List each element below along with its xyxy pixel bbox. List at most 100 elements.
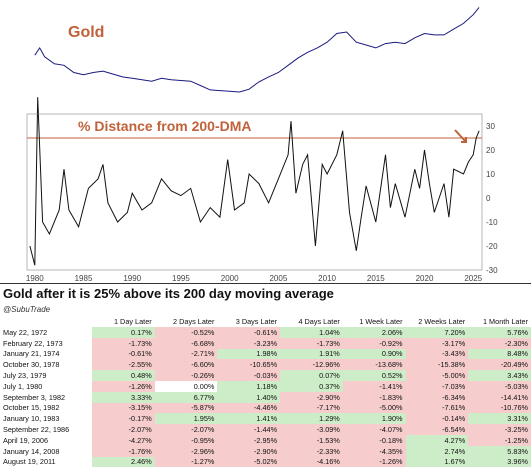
return-cell: -4.27% [92, 434, 155, 446]
return-cell: -1.83% [342, 391, 406, 403]
return-cell: -0.03% [217, 370, 281, 381]
x-tick-label: 2000 [221, 274, 239, 282]
return-cell: -1.41% [342, 380, 406, 392]
top-panel: Gold [34, 7, 480, 93]
column-header: 4 Days Later [298, 317, 340, 326]
table-row: February 22, 1973 -1.73% -6.68% -3.23% -1.73… [0, 337, 531, 349]
return-cell: 3.43% [468, 370, 531, 381]
table-row: January 14, 2008 -1.76% -2.96% -2.90% -2.33%… [0, 445, 531, 457]
return-cell: -6.34% [405, 391, 469, 403]
x-tick-label: 1990 [123, 274, 141, 282]
bottom-panel: % Distance from 200-DMA -30 -20 -10 0 10 20 30… [26, 97, 498, 282]
x-tick-label: 2025 [464, 274, 482, 282]
return-cell: -3.15% [92, 402, 155, 414]
return-cell: -15.38% [405, 359, 469, 371]
return-cell: 1.95% [154, 413, 218, 425]
return-cell: -1.26% [92, 380, 155, 392]
y-tick-label: 10 [486, 170, 495, 179]
row-date: July 23, 1979 [3, 371, 47, 381]
return-cell: -4.35% [342, 445, 406, 457]
row-date: August 19, 2011 [3, 457, 56, 467]
return-cell: -2.33% [280, 445, 343, 457]
return-cell: -12.96% [280, 359, 343, 371]
y-tick-label: 30 [486, 122, 495, 131]
return-cell: 3.33% [92, 391, 155, 403]
return-cell: -5.87% [154, 402, 218, 414]
return-cell: -3.17% [405, 337, 469, 349]
gold-chart: Gold % Distance from 200-DMA -30 -20 -10 0 1… [26, 7, 498, 282]
return-cell: 1.18% [217, 380, 281, 392]
return-cell: -7.17% [280, 402, 343, 414]
return-cell: 0.90% [342, 348, 406, 360]
row-date: April 19, 2006 [3, 435, 49, 445]
return-cell: -3.23% [217, 337, 281, 349]
y-tick-label: -10 [486, 218, 498, 227]
gold-title: Gold [68, 24, 104, 41]
return-cell: -3.09% [280, 424, 343, 435]
return-cell: -0.61% [92, 348, 155, 360]
column-header: 2 Weeks Later [418, 317, 466, 326]
row-date: January 14, 2008 [3, 446, 60, 456]
return-cell: -10.76% [468, 402, 531, 414]
y-axis: -30 -20 -10 0 10 20 30 [486, 122, 498, 275]
return-cell: -4.16% [280, 456, 343, 468]
return-cell: -3.43% [405, 348, 469, 360]
return-cell: 1.29% [280, 413, 343, 425]
plot-frame [26, 113, 483, 271]
return-cell: -2.90% [217, 445, 281, 457]
x-tick-label: 1980 [26, 274, 44, 282]
column-header [0, 316, 92, 327]
return-cell: 1.04% [280, 327, 343, 338]
x-tick-label: 2020 [416, 274, 434, 282]
return-cell: -4.46% [217, 402, 281, 414]
return-cell: 0.37% [280, 380, 343, 392]
return-cell: 0.17% [92, 327, 155, 338]
table-title: Gold after it is 25% above its 200 day m… [3, 286, 334, 301]
return-cell: -14.41% [468, 391, 531, 403]
return-cell: -1.53% [280, 434, 343, 446]
return-cell: 2.46% [92, 456, 155, 468]
table-row: January 21, 1974 -0.61% -2.71% 1.98% 1.91% 0.… [0, 348, 531, 360]
return-cell: 5.76% [468, 327, 531, 338]
x-tick-label: 1995 [172, 274, 190, 282]
return-cell: -1.73% [280, 337, 343, 349]
return-cell: -1.73% [92, 337, 155, 349]
return-cell: -2.71% [154, 348, 218, 360]
return-cell: -1.76% [92, 445, 155, 457]
return-cell: -0.92% [342, 337, 406, 349]
return-cell: -3.25% [468, 424, 531, 435]
returns-table: 1 Day Later 2 Days Later 3 Days Later 4 Day… [0, 316, 531, 468]
return-cell: 2.06% [342, 327, 406, 338]
return-cell: -2.95% [217, 434, 281, 446]
row-date: September 22, 1986 [3, 425, 70, 435]
returns-table-panel: Gold after it is 25% above its 200 day m… [0, 283, 531, 471]
return-cell: -2.07% [154, 424, 218, 435]
return-cell: -0.18% [342, 434, 406, 446]
column-header: 1 Day Later [113, 317, 152, 326]
column-header: 1 Month Later [482, 317, 528, 326]
y-tick-label: -20 [486, 242, 498, 251]
dma-title: % Distance from 200-DMA [78, 118, 252, 134]
return-cell: 1.98% [217, 348, 281, 360]
return-cell: 1.40% [217, 391, 281, 403]
row-date: February 22, 1973 [3, 338, 63, 348]
return-cell: 1.91% [280, 348, 343, 360]
return-cell: 3.96% [468, 456, 531, 468]
return-cell: -5.00% [342, 402, 406, 414]
return-cell: -20.49% [468, 359, 531, 371]
return-cell: -6.54% [405, 424, 469, 435]
row-date: May 22, 1972 [3, 327, 48, 337]
y-tick-label: 20 [486, 146, 495, 155]
column-header: 1 Week Later [359, 317, 403, 326]
return-cell: 7.20% [405, 327, 469, 338]
return-cell: 8.48% [468, 348, 531, 360]
return-cell: -1.25% [468, 434, 531, 446]
return-cell: -10.65% [217, 359, 281, 371]
return-cell: -7.61% [405, 402, 469, 414]
return-cell: -2.07% [92, 424, 155, 435]
x-axis: 1980 1985 1990 1995 2000 2005 2010 2015 2020 2025 [26, 274, 483, 282]
return-cell: -0.61% [217, 327, 281, 338]
return-cell: 5.83% [468, 445, 531, 457]
table-row: September 3, 1982 3.33% 6.77% 1.40% -2.90% -1… [0, 391, 531, 403]
return-cell: -2.55% [92, 359, 155, 371]
